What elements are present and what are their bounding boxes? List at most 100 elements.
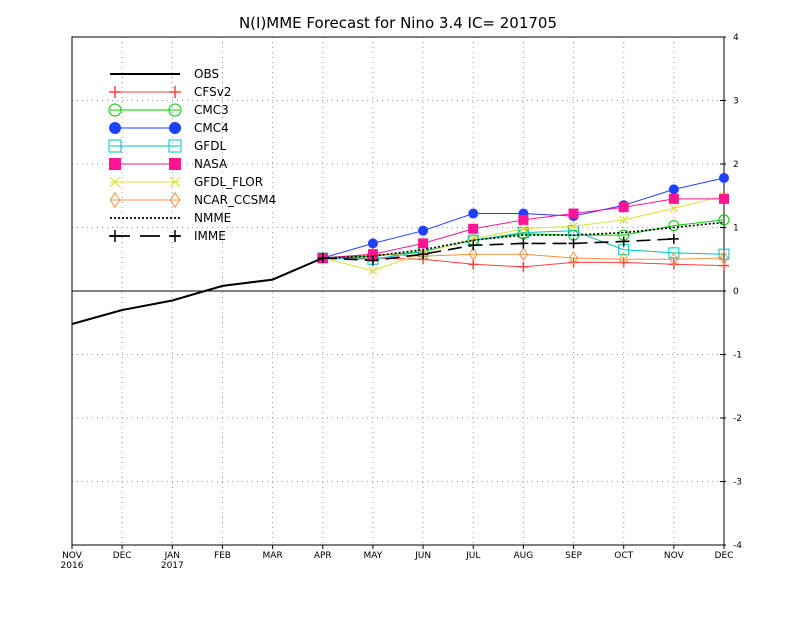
x-tick-label-12: NOV xyxy=(664,551,685,561)
point-imme-10 xyxy=(568,238,579,249)
point-ncar-ccsm4-11 xyxy=(619,252,629,267)
point-nasa-11 xyxy=(618,202,629,213)
series-line-imme xyxy=(322,238,674,262)
y-tick-label-6: 2 xyxy=(733,160,739,170)
legend-marker-left-imme xyxy=(109,230,121,242)
legend-marker-right-gfdl xyxy=(168,139,182,153)
point-nasa-7 xyxy=(418,238,429,249)
legend-label-obs: OBS xyxy=(194,67,219,81)
point-gfdl-flor-12 xyxy=(669,204,679,213)
x-tick-label-2: JAN xyxy=(164,551,180,561)
point-nasa-10 xyxy=(568,208,579,219)
point-nasa-13 xyxy=(719,193,729,204)
legend-marker-right-nasa xyxy=(169,158,181,170)
legend-marker-left-ncar-ccsm4 xyxy=(109,191,121,209)
legend-marker-left-nasa xyxy=(109,158,121,170)
legend: OBS CFSv2 CMC3 CMC4 GFDL NASA GFDL_FLOR NCAR_CC… xyxy=(108,67,276,243)
x-tick-label-11: OCT xyxy=(614,551,633,561)
series-nmme xyxy=(322,221,725,259)
legend-marker-right-imme xyxy=(169,230,181,242)
x-tick-label-9: AUG xyxy=(514,551,534,561)
x-tick-label-5: APR xyxy=(314,551,332,561)
legend-label-cmc3: CMC3 xyxy=(194,103,229,117)
point-gfdl-flor-8 xyxy=(468,234,478,244)
point-imme-6 xyxy=(367,255,378,266)
point-cmc4-6 xyxy=(367,238,378,249)
y-tick-label-2: -2 xyxy=(733,414,742,424)
point-gfdl-flor-9 xyxy=(518,224,528,234)
y-tick-label-1: -3 xyxy=(733,478,742,488)
point-ncar-ccsm4-8 xyxy=(468,247,478,262)
y-tick-label-3: -1 xyxy=(733,351,742,361)
x-tick-label-0: NOV xyxy=(62,551,83,561)
legend-entry-obs: OBS xyxy=(110,67,219,81)
point-gfdl-9 xyxy=(517,227,529,239)
legend-marker-right-cmc4 xyxy=(169,122,181,134)
chart-title: N(I)MME Forecast for Nino 3.4 IC= 201705 xyxy=(239,14,557,32)
legend-entry-ncar-ccsm4: NCAR_CCSM4 xyxy=(109,191,276,209)
x-tick-label-6: MAY xyxy=(364,551,383,561)
legend-entry-gfdl: GFDL xyxy=(108,139,226,153)
point-gfdl-12 xyxy=(668,247,680,259)
point-ncar-ccsm4-13 xyxy=(719,251,729,265)
x-tick-label-1: DEC xyxy=(113,551,132,561)
legend-entry-gfdl-flor: GFDL_FLOR xyxy=(109,175,263,189)
point-cmc4-8 xyxy=(468,208,479,219)
point-cmc4-13 xyxy=(719,172,729,183)
point-cmc4-12 xyxy=(668,184,679,195)
y-tick-label-4: 0 xyxy=(733,287,739,297)
legend-label-cfsv2: CFSv2 xyxy=(194,85,231,99)
legend-label-cmc4: CMC4 xyxy=(194,121,229,135)
x-year-label-0: 2016 xyxy=(61,561,84,571)
legend-entry-cmc3: CMC3 xyxy=(108,103,229,117)
point-cfsv2-10 xyxy=(568,257,579,268)
legend-marker-right-cmc3 xyxy=(168,103,182,117)
x-tick-label-8: JUL xyxy=(465,551,480,561)
legend-label-ncar-ccsm4: NCAR_CCSM4 xyxy=(194,193,276,207)
legend-entry-cmc4: CMC4 xyxy=(109,121,229,135)
y-tick-label-0: -4 xyxy=(733,541,742,551)
point-ncar-ccsm4-12 xyxy=(669,252,679,267)
x-tick-label-3: FEB xyxy=(214,551,231,561)
point-nasa-6 xyxy=(367,249,378,260)
point-nasa-8 xyxy=(468,223,479,234)
legend-label-imme: IMME xyxy=(194,229,226,243)
series-line-gfdl xyxy=(322,230,725,260)
y-axis: -4 -3 -2 -1 0 1 2 3 4 xyxy=(720,33,742,551)
point-ncar-ccsm4-9 xyxy=(518,247,528,262)
legend-label-nmme: NMME xyxy=(194,211,231,225)
y-tick-label-7: 3 xyxy=(733,97,739,107)
legend-entry-cfsv2: CFSv2 xyxy=(109,85,231,99)
legend-marker-left-cfsv2 xyxy=(109,86,121,98)
series-line-ncar-ccsm4 xyxy=(322,253,725,260)
point-gfdl-flor-11 xyxy=(619,215,629,225)
x-tick-label-10: SEP xyxy=(565,551,582,561)
legend-marker-left-gfdl-flor xyxy=(109,176,121,188)
x-tick-label-7: JUN xyxy=(414,551,431,561)
legend-marker-left-cmc4 xyxy=(109,122,121,134)
legend-marker-right-gfdl-flor xyxy=(169,176,181,188)
point-cfsv2-9 xyxy=(518,261,529,272)
point-cmc3-13 xyxy=(718,214,730,226)
point-imme-7 xyxy=(418,249,429,260)
legend-label-gfdl-flor: GFDL_FLOR xyxy=(194,175,263,189)
grid xyxy=(72,37,724,545)
point-imme-9 xyxy=(518,238,529,249)
x-tick-label-4: MAR xyxy=(263,551,283,561)
series-line-nmme xyxy=(322,221,725,259)
series-group xyxy=(71,172,730,325)
legend-label-nasa: NASA xyxy=(194,157,228,171)
point-cmc3-12 xyxy=(668,220,680,232)
y-tick-label-5: 1 xyxy=(733,224,739,234)
x-year-label-2: 2017 xyxy=(161,561,184,571)
point-imme-12 xyxy=(668,233,679,244)
legend-entry-nmme: NMME xyxy=(110,211,231,225)
point-gfdl-13 xyxy=(718,248,730,260)
legend-marker-right-cfsv2 xyxy=(169,86,181,98)
point-cfsv2-13 xyxy=(719,260,729,271)
point-cfsv2-12 xyxy=(668,259,679,270)
x-tick-label-13: DEC xyxy=(715,551,734,561)
series-line-obs xyxy=(71,257,324,325)
